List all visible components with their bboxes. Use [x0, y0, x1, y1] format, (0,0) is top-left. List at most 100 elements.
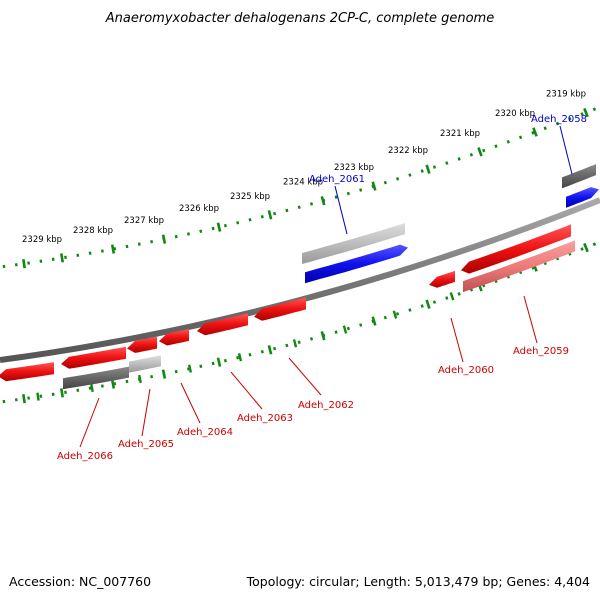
outer-scale-dot — [469, 152, 474, 157]
inner-scale-dot — [297, 340, 301, 344]
gene-adeh-2062 — [254, 297, 306, 321]
kbp-tick-label: 2323 kbp — [334, 163, 374, 173]
outer-major-tick — [425, 164, 431, 174]
outer-scale-dot — [174, 234, 178, 239]
outer-scale-dot — [88, 251, 92, 255]
gene-adeh-2059-rna — [463, 240, 575, 293]
outer-scale-dot — [51, 257, 55, 261]
inner-scale-dot — [359, 323, 363, 327]
gene-label: Adeh_2063 — [237, 413, 293, 424]
topology-text: Topology: circular; Length: 5,013,479 bp… — [246, 574, 590, 589]
leader-line — [141, 388, 151, 437]
inner-scale-dot — [14, 398, 18, 402]
outer-scale-dot — [187, 232, 190, 236]
outer-scale-dot — [506, 139, 510, 144]
gene-adeh-2063 — [197, 313, 248, 336]
inner-minor-tick — [342, 325, 348, 334]
accession-text: Accession: NC_007760 — [9, 574, 152, 589]
inner-scale-dot — [383, 315, 387, 320]
outer-scale-dot — [555, 121, 560, 126]
inner-scale-dot — [223, 358, 227, 363]
inner-minor-tick — [90, 383, 94, 392]
gene-label: Adeh_2059 — [513, 346, 569, 357]
gene-label: Adeh_2058 — [531, 114, 587, 125]
gene-adeh-2064 — [159, 328, 189, 346]
gene-adeh-2058 — [566, 187, 599, 208]
outer-scale-dot — [543, 126, 547, 131]
inner-scale-dot — [445, 296, 449, 300]
inner-scale-dot — [100, 384, 104, 388]
leader-line — [79, 397, 100, 448]
outer-scale-dot — [211, 226, 215, 231]
inner-scale-dot — [248, 353, 252, 357]
outer-scale-dot — [334, 195, 338, 199]
gene-label: Adeh_2065 — [118, 439, 174, 450]
outer-scale-dot — [137, 242, 141, 246]
outer-scale-dot — [482, 148, 486, 153]
leader-line — [288, 357, 322, 396]
outer-scale-dot — [445, 161, 449, 165]
outer-scale-dot — [518, 135, 523, 140]
outer-scale-dot — [2, 264, 6, 269]
gene-adeh-2066 — [61, 346, 126, 369]
inner-scale-dot — [580, 247, 584, 251]
inner-scale-dot — [236, 356, 240, 360]
outer-major-tick — [583, 107, 589, 118]
inner-scale-dot — [408, 308, 412, 312]
inner-major-tick — [22, 394, 26, 404]
inner-major-tick — [425, 299, 431, 309]
outer-scale-dot — [27, 261, 31, 265]
gene-adeh-2061-rna — [302, 223, 405, 264]
outer-scale-dot — [273, 211, 277, 216]
gene-adeh-2058-rna — [562, 164, 596, 189]
outer-scale-dot — [64, 255, 67, 259]
outer-scale-dot — [248, 218, 252, 222]
outer-scale-dot — [359, 188, 363, 192]
inner-scale-dot — [27, 396, 31, 400]
inner-major-tick — [216, 357, 222, 367]
outer-major-tick — [161, 234, 167, 244]
inner-scale-dot — [39, 394, 43, 398]
inner-scale-dot — [432, 300, 437, 304]
outer-scale-dot — [100, 249, 104, 253]
leader-line — [450, 317, 464, 363]
inner-scale-dot — [285, 343, 289, 348]
gene-label: Adeh_2066 — [57, 451, 113, 462]
outer-major-tick — [320, 196, 326, 206]
outer-major-tick — [371, 181, 377, 191]
kbp-tick-label: 2325 kbp — [230, 192, 270, 202]
inner-minor-tick — [449, 292, 455, 301]
outer-scale-dot — [309, 202, 314, 206]
outer-scale-dot — [346, 191, 350, 196]
backbone — [0, 197, 600, 363]
inner-major-tick — [583, 242, 589, 253]
outer-scale-dot — [395, 177, 400, 181]
outer-major-tick — [22, 259, 26, 269]
backbone-line — [0, 197, 600, 363]
inner-major-tick — [161, 369, 167, 379]
gene-adeh-2065-rna — [129, 355, 161, 373]
gene-adeh-2059 — [461, 224, 571, 274]
outer-scale-dot — [236, 221, 240, 225]
inner-scale-dot — [76, 388, 80, 392]
outer-major-tick — [59, 253, 64, 263]
outer-scale-dot — [494, 144, 498, 149]
inner-major-tick — [59, 388, 64, 398]
outer-scale-dot — [420, 169, 424, 173]
inner-scale-dot — [309, 337, 314, 341]
gene-adeh-2066-rna — [63, 366, 129, 390]
kbp-tick-label: 2329 kbp — [22, 235, 62, 245]
inner-scale-dot — [260, 349, 264, 354]
inner-minor-tick — [292, 339, 298, 348]
outer-scale-dot — [125, 244, 129, 249]
leader-line — [334, 185, 348, 235]
label-leaders — [79, 125, 573, 448]
inner-major-tick — [110, 379, 116, 389]
inner-scale-dot — [150, 374, 154, 379]
outer-scale-dot — [580, 112, 584, 116]
inner-scale-dot — [211, 361, 215, 366]
outer-scale-dot — [150, 239, 154, 244]
inner-scale-dot — [395, 312, 400, 316]
kbp-tick-label: 2320 kbp — [495, 109, 535, 119]
kbp-tick-label: 2322 kbp — [388, 146, 428, 156]
